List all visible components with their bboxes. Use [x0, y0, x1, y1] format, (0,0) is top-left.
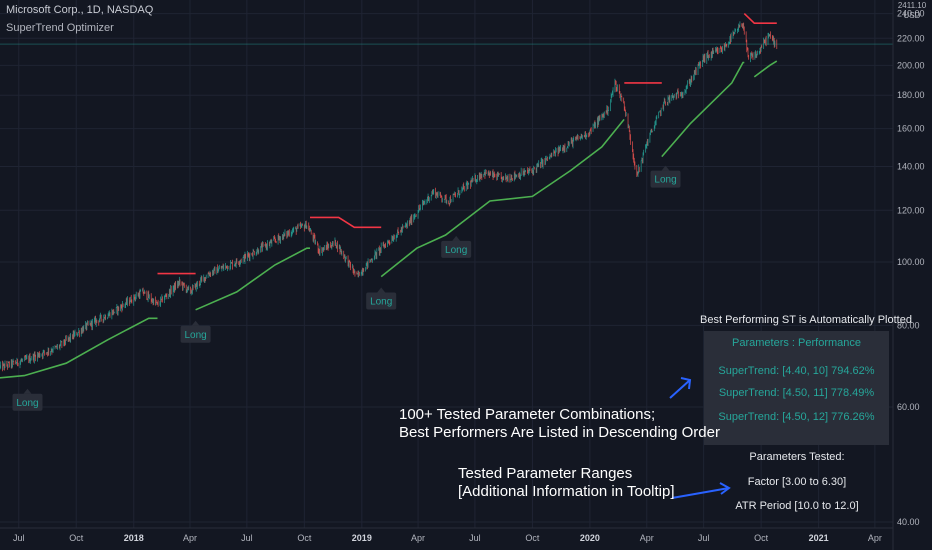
- arrow-head: [680, 377, 692, 390]
- time-tick-label: Jul: [469, 533, 481, 543]
- time-tick-label: Oct: [754, 533, 769, 543]
- arrow-head: [719, 482, 731, 495]
- supertrend-line: [0, 317, 158, 379]
- price-tick-label: 160.00: [897, 124, 925, 134]
- time-tick-label: 2018: [124, 533, 144, 543]
- supertrend-line: [661, 61, 745, 158]
- price-axis-value: 2411.10: [898, 1, 927, 10]
- long-label-box: [12, 393, 43, 411]
- candlestick-series: [0, 21, 778, 372]
- time-tick-label: Apr: [183, 533, 197, 543]
- long-label-box: [650, 170, 681, 188]
- price-tick-label: 100.00: [897, 257, 925, 267]
- long-label: Long: [654, 175, 676, 186]
- symbol-title[interactable]: Microsoft Corp., 1D, NASDAQ: [6, 4, 154, 16]
- time-tick-label: Apr: [411, 533, 425, 543]
- time-tick-label: 2021: [809, 533, 829, 543]
- chart-grid: [0, 0, 893, 528]
- long-label: Long: [445, 245, 467, 256]
- price-axis-currency: USD: [904, 11, 921, 20]
- long-label-box: [366, 292, 397, 310]
- supertrend-line: [753, 60, 778, 78]
- long-label-pointer: [377, 287, 386, 293]
- supertrend-line: [380, 119, 625, 278]
- price-tick-label: 80.00: [897, 320, 920, 330]
- params-tested-title: Parameters Tested:: [749, 451, 845, 463]
- long-label-box: [180, 325, 211, 343]
- ranges-annotation-line1: Tested Parameter Ranges: [458, 465, 633, 482]
- time-tick-label: 2019: [352, 533, 372, 543]
- long-label: Long: [370, 297, 392, 308]
- supertrend-line: [743, 13, 777, 24]
- long-label-pointer: [661, 165, 670, 171]
- results-table: Parameters : Performance SuperTrend: [4.…: [704, 331, 889, 445]
- price-tick-label: 200.00: [897, 60, 925, 70]
- time-tick-label: Jul: [698, 533, 710, 543]
- price-tick-label: 240.00: [897, 9, 925, 19]
- panel-title: Best Performing ST is Automatically Plot…: [700, 314, 912, 326]
- supertrend-series: [0, 13, 778, 379]
- time-tick-label: 2020: [580, 533, 600, 543]
- time-tick-label: Apr: [640, 533, 654, 543]
- long-label: Long: [184, 330, 206, 341]
- price-tick-label: 180.00: [897, 90, 925, 100]
- arrow-to-params: [671, 487, 730, 499]
- time-tick-label: Oct: [297, 533, 312, 543]
- long-label-box: [441, 240, 472, 258]
- results-row: SuperTrend: [4.50, 12] 776.26%: [718, 411, 875, 423]
- time-tick-label: Jul: [13, 533, 25, 543]
- supertrend-line: [310, 216, 382, 229]
- long-label-pointer: [23, 388, 32, 394]
- long-label-pointer: [191, 320, 200, 326]
- time-tick-label: Oct: [525, 533, 540, 543]
- price-tick-label: 220.00: [897, 33, 925, 43]
- arrow-to-panel: [669, 379, 691, 399]
- long-signal-labels: Long Long Long Long Long: [12, 165, 681, 411]
- annotation-arrows: [669, 377, 731, 499]
- time-axis[interactable]: Jul Oct 2018 Apr Jul Oct 2019 Apr Jul Oct 2020 Apr J…: [13, 533, 882, 543]
- combos-annotation-line2: Best Performers Are Listed in Descending…: [399, 424, 720, 441]
- time-tick-label: Oct: [69, 533, 84, 543]
- price-tick-label: 60.00: [897, 402, 920, 412]
- results-row: SuperTrend: [4.40, 10] 794.62%: [718, 365, 875, 377]
- results-row: SuperTrend: [4.50, 11] 778.49%: [718, 387, 875, 399]
- results-header: Parameters : Performance: [732, 337, 861, 349]
- long-label: Long: [16, 398, 38, 409]
- time-tick-label: Apr: [868, 533, 882, 543]
- factor-range: Factor [3.00 to 6.30]: [747, 476, 847, 488]
- atr-period-range: ATR Period [10.0 to 12.0]: [735, 500, 859, 512]
- price-axis[interactable]: 40.00 60.00 80.00 100.00 120.00 140.00 160.00 1…: [897, 9, 925, 527]
- price-tick-label: 40.00: [897, 517, 920, 527]
- long-label-pointer: [452, 235, 461, 241]
- price-tick-label: 140.00: [897, 162, 925, 172]
- supertrend-line: [195, 247, 310, 311]
- indicator-title[interactable]: SuperTrend Optimizer: [6, 22, 114, 34]
- time-tick-label: Jul: [241, 533, 253, 543]
- ranges-annotation-line2: [Additional Information in Tooltip]: [458, 483, 675, 500]
- price-tick-label: 120.00: [897, 205, 925, 215]
- combos-annotation-line1: 100+ Tested Parameter Combinations;: [399, 406, 656, 423]
